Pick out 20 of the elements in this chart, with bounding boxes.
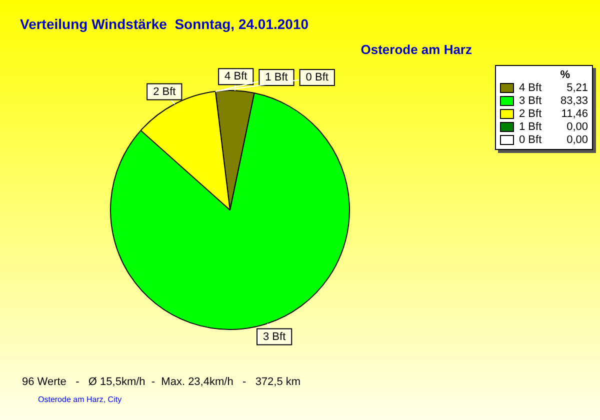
legend-label: 2 Bft — [519, 108, 543, 120]
chart-subtitle: Osterode am Harz — [360, 42, 472, 57]
slice-label: 4 Bft — [224, 70, 248, 83]
text: Osterode am Harz, City — [38, 395, 122, 404]
slice-label: 3 Bft — [263, 330, 286, 343]
legend-label: 0 Bft — [306, 72, 328, 84]
data-label: 5,21 — [566, 82, 588, 94]
data-label: 83,33 — [559, 94, 588, 106]
chart-title: Verteilung Windstärke Sonntag, 24.01.2010 — [20, 16, 309, 32]
text: 0,00 — [566, 134, 588, 146]
legend-label: 3 Bft — [519, 94, 543, 106]
legend-label: 4 Bft — [519, 82, 543, 94]
text: 96 Werte - Ø 15,5km/h - Max. 23,4km/h - 372,5 km — [22, 376, 301, 388]
data-label: 11,46 — [560, 108, 588, 120]
legend-label: 1 Bft — [265, 72, 288, 84]
legend-title: % — [559, 69, 571, 81]
slice-label: 2 Bft — [153, 86, 176, 98]
text: 0,00 — [566, 120, 588, 132]
category-label: 0 Bft — [519, 134, 542, 146]
category-label: 1 Bft — [519, 120, 542, 132]
